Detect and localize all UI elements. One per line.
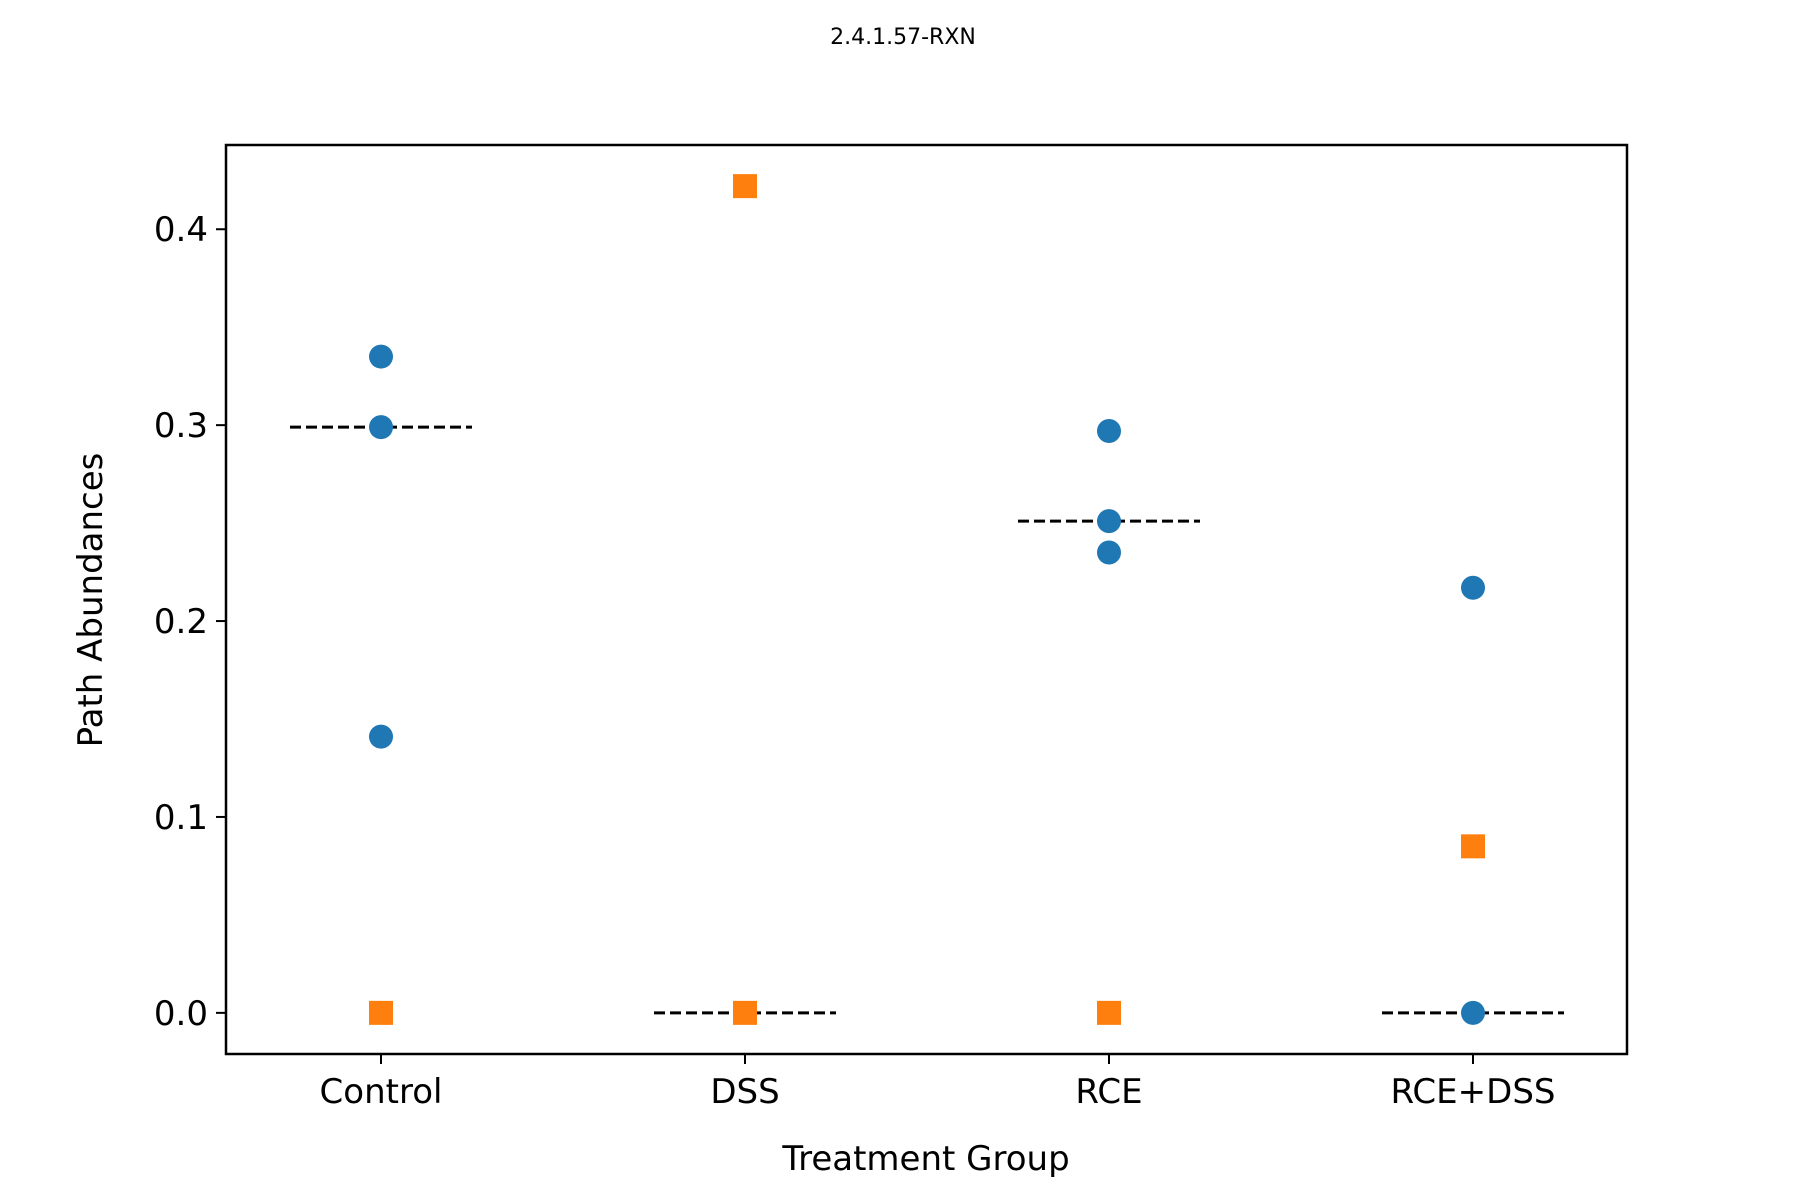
data-point-square bbox=[1461, 834, 1485, 859]
data-point-square bbox=[1097, 1000, 1121, 1025]
data-point-circle bbox=[1097, 419, 1121, 444]
data-point-circle bbox=[1461, 575, 1485, 600]
data-point-circle bbox=[1461, 1000, 1485, 1025]
data-point-circle bbox=[1097, 509, 1121, 534]
y-tick-label: 0.4 bbox=[154, 210, 208, 250]
x-tick-label: RCE bbox=[1075, 1072, 1142, 1112]
x-tick-label: DSS bbox=[710, 1072, 779, 1112]
y-tick-label: 0.0 bbox=[154, 994, 208, 1034]
data-point-circle bbox=[1097, 540, 1121, 565]
chart-title: 2.4.1.57-RXN bbox=[830, 25, 976, 50]
y-tick-label: 0.3 bbox=[154, 406, 208, 446]
x-tick-label: Control bbox=[320, 1072, 443, 1112]
y-axis-label: Path Abundances bbox=[71, 453, 111, 748]
data-point-square bbox=[369, 1000, 393, 1025]
y-tick-label: 0.2 bbox=[154, 602, 208, 642]
x-axis-label: Treatment Group bbox=[781, 1139, 1069, 1179]
plot-frame bbox=[224, 143, 1629, 1056]
data-point-circle bbox=[369, 415, 393, 440]
data-point-circle bbox=[369, 344, 393, 369]
x-tick-label: RCE+DSS bbox=[1391, 1072, 1556, 1112]
data-point-circle bbox=[369, 724, 393, 749]
data-point-square bbox=[733, 174, 757, 199]
data-point-square bbox=[733, 1000, 757, 1025]
plot-area: 0.0 0.1 0.2 0.3 0.4 Control DSS RCE RCE+DSS bbox=[154, 143, 1629, 1112]
y-tick-label: 0.1 bbox=[154, 798, 208, 838]
